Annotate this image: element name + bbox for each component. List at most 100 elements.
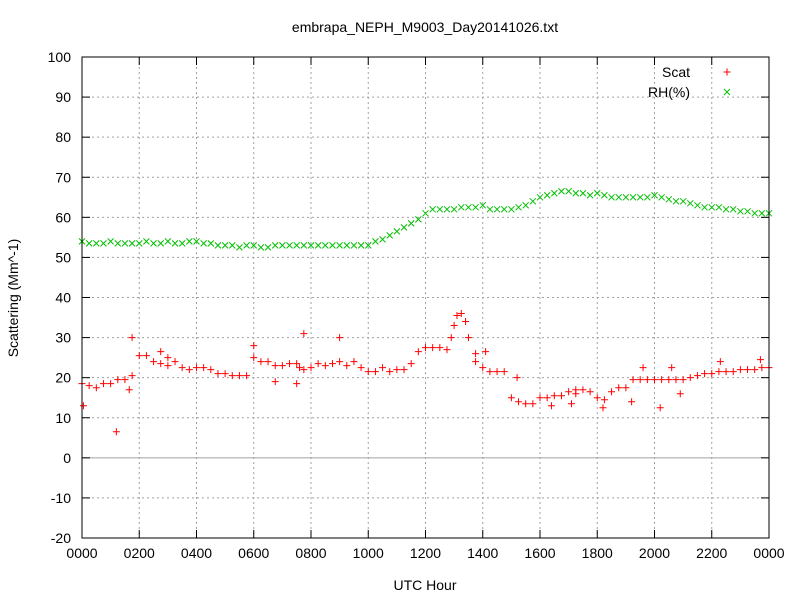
scat-point	[85, 382, 93, 390]
scat-point	[679, 376, 687, 384]
rh-point	[386, 232, 394, 239]
scat-point	[715, 368, 723, 376]
scat-point	[157, 348, 165, 356]
scat-point	[243, 372, 251, 380]
scat-point	[639, 364, 647, 372]
y-tick-label: -10	[51, 490, 71, 506]
rh-point	[679, 197, 687, 205]
rh-point	[751, 209, 759, 217]
rh-point	[622, 193, 630, 201]
scat-point	[257, 358, 265, 366]
rh-point	[651, 191, 658, 199]
scat-point	[513, 374, 521, 382]
scat-point	[193, 364, 200, 372]
scat-point	[447, 334, 455, 342]
scat-point	[472, 358, 480, 366]
scat-point	[250, 342, 258, 350]
rh-point	[250, 242, 258, 249]
scat-point	[164, 362, 172, 370]
scat-point	[214, 370, 222, 378]
scat-point	[221, 370, 229, 378]
scat-point	[436, 344, 444, 352]
rh-point	[171, 240, 179, 247]
rh-point	[536, 193, 544, 201]
scat-point	[686, 374, 694, 382]
rh-point	[486, 205, 494, 213]
rh-point	[100, 240, 107, 247]
scat-point	[550, 392, 558, 400]
x-tick-label: 0200	[124, 545, 155, 561]
scat-point	[493, 368, 501, 376]
y-tick-label: 0	[63, 450, 71, 466]
rh-point	[329, 242, 336, 249]
scat-point	[92, 384, 100, 392]
scat-point	[407, 360, 415, 368]
x-tick-label: 1200	[410, 545, 441, 561]
rh-point	[550, 189, 558, 197]
rh-point	[185, 238, 193, 245]
rh-point	[293, 242, 301, 249]
scat-point	[79, 402, 87, 410]
scat-point	[364, 368, 372, 376]
scat-point	[622, 384, 630, 392]
rh-point	[586, 191, 594, 199]
rh-point	[694, 201, 701, 209]
scat-point	[286, 360, 294, 368]
x-tick-label: 2000	[639, 545, 670, 561]
rh-point	[508, 205, 515, 213]
scat-point	[722, 368, 730, 376]
y-tick-label: -20	[51, 530, 71, 546]
rh-point	[121, 240, 129, 247]
rh-point	[114, 240, 122, 247]
rh-point	[737, 207, 744, 215]
gridlines	[82, 57, 769, 538]
scat-point	[656, 404, 664, 412]
scat-point	[629, 376, 637, 384]
rh-point	[708, 203, 716, 211]
legend-marker	[723, 68, 731, 76]
scat-point	[450, 322, 458, 330]
rh-point	[143, 238, 150, 245]
scat-point	[464, 334, 472, 342]
y-tick-label: 40	[55, 290, 71, 306]
scat-point	[579, 386, 587, 394]
y-tick-label: 50	[55, 249, 71, 265]
x-tick-label: 2200	[696, 545, 727, 561]
scat-point	[114, 376, 122, 384]
rh-point	[214, 242, 222, 249]
rh-point	[286, 242, 293, 249]
rh-point	[379, 236, 386, 243]
x-tick-label: 0800	[295, 545, 326, 561]
series-1	[78, 187, 773, 251]
rh-point	[608, 193, 615, 201]
scat-point	[112, 428, 120, 436]
scat-point	[107, 380, 115, 388]
rh-point	[357, 242, 365, 249]
rh-point	[221, 242, 229, 249]
scat-point	[278, 362, 286, 370]
legend-label: RH(%)	[648, 84, 690, 100]
rh-point	[543, 191, 551, 199]
y-tick-label: 20	[55, 370, 71, 386]
rh-point	[529, 197, 537, 205]
scat-point	[586, 388, 594, 396]
rh-point	[500, 205, 508, 213]
scat-point	[676, 390, 684, 398]
rh-point	[658, 193, 666, 201]
scat-point	[300, 366, 308, 374]
rh-point	[744, 207, 751, 215]
rh-point	[150, 240, 157, 247]
scat-point	[350, 358, 358, 366]
rh-point	[300, 242, 308, 249]
rh-point	[472, 203, 479, 211]
scat-point	[271, 378, 279, 386]
scat-point	[643, 376, 651, 384]
scat-point	[482, 348, 490, 356]
scat-point	[443, 346, 451, 354]
scat-point	[296, 364, 304, 372]
scat-point	[608, 388, 616, 396]
rh-point	[85, 240, 93, 247]
y-tick-label: 80	[55, 129, 71, 145]
rh-point	[665, 195, 673, 203]
scat-point	[164, 354, 172, 362]
